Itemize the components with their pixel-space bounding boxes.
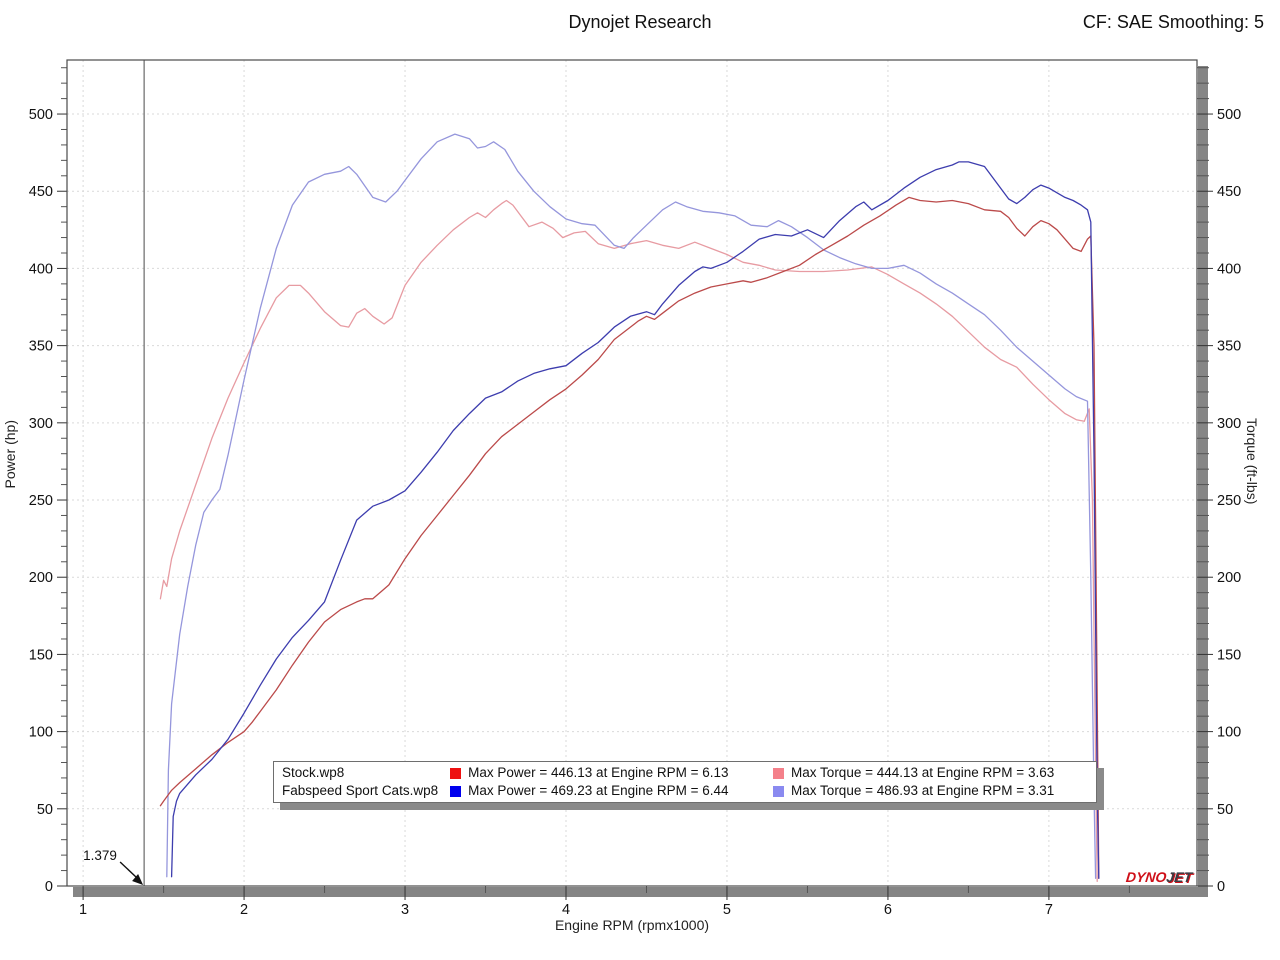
series-line-0 [159, 199, 1098, 883]
rpm-marker-label: 1.379 [83, 848, 117, 863]
x-tick-label: 7 [1045, 902, 1053, 918]
torque-swatch-fabspeed-icon [773, 785, 785, 797]
x-tick-label: 3 [401, 902, 409, 918]
y-tick-label-left: 200 [29, 570, 53, 586]
y-tick-label-right: 100 [1217, 725, 1241, 741]
legend-row-stock: Stock.wp8 Max Power = 446.13 at Engine R… [282, 764, 1096, 782]
y-tick-label-right: 150 [1217, 647, 1241, 663]
dynojet-logo-jet: JET [1165, 869, 1193, 885]
legend-file-name: Stock.wp8 [282, 765, 345, 780]
y-tick-label-left: 300 [29, 416, 53, 432]
y-tick-label-right: 200 [1217, 570, 1241, 586]
axis-shadow-bottom [73, 887, 1207, 897]
x-tick-label: 2 [240, 902, 248, 918]
legend-max-torque: Max Torque = 486.93 at Engine RPM = 3.31 [791, 783, 1055, 798]
y-tick-label-right: 500 [1217, 107, 1241, 123]
torque-swatch-stock-icon [773, 767, 785, 779]
power-swatch-stock-icon [450, 767, 462, 779]
correction-factor-label: CF: SAE Smoothing: 5 [1082, 12, 1264, 32]
x-tick-label: 6 [884, 902, 892, 918]
plot-frame [66, 59, 1198, 887]
y-tick-label-right: 450 [1217, 184, 1241, 200]
y-tick-label-right: 400 [1217, 261, 1241, 277]
y-tick-label-left: 50 [37, 802, 53, 818]
y-tick-label-right: 0 [1217, 879, 1225, 895]
rpm-marker-arrow-line [119, 861, 139, 880]
x-tick-label: 5 [723, 902, 731, 918]
y-tick-label-right: 300 [1217, 416, 1241, 432]
y-axis-title-torque: Torque (ft-lbs) [1244, 418, 1260, 505]
x-tick-label: 4 [562, 902, 570, 918]
y-tick-label-left: 250 [29, 493, 53, 509]
series-line-3 [170, 161, 1100, 879]
axis-shadow-right [1198, 66, 1208, 897]
page-title: Dynojet Research [568, 12, 712, 32]
y-tick-label-left: 350 [29, 339, 53, 355]
y-tick-label-left: 100 [29, 725, 53, 741]
rpm-marker-arrowhead [132, 874, 144, 885]
y-tick-label-right: 250 [1217, 493, 1241, 509]
y-tick-label-right: 50 [1217, 802, 1233, 818]
y-tick-label-left: 400 [29, 261, 53, 277]
legend-max-power: Max Power = 469.23 at Engine RPM = 6.44 [468, 783, 729, 798]
y-tick-label-left: 0 [45, 879, 53, 895]
series-line-2 [159, 196, 1100, 879]
dynojet-logo-dyno: DYNO [1125, 869, 1168, 885]
series-line-1 [166, 133, 1097, 879]
y-tick-label-left: 150 [29, 647, 53, 663]
y-tick-label-right: 350 [1217, 339, 1241, 355]
legend-file-name: Fabspeed Sport Cats.wp8 [282, 783, 439, 798]
y-axis-title-power: Power (hp) [2, 420, 18, 489]
y-tick-label-left: 500 [29, 107, 53, 123]
legend-max-power: Max Power = 446.13 at Engine RPM = 6.13 [468, 765, 729, 780]
legend-box: Stock.wp8 Max Power = 446.13 at Engine R… [273, 761, 1097, 803]
x-axis-title: Engine RPM (rpmx1000) [554, 917, 710, 933]
power-swatch-fabspeed-icon [450, 785, 462, 797]
dynojet-logo: DYNOJET [1125, 869, 1193, 885]
legend-max-torque: Max Torque = 444.13 at Engine RPM = 3.63 [791, 765, 1055, 780]
legend-row-fabspeed: Fabspeed Sport Cats.wp8 Max Power = 469.… [282, 782, 1096, 800]
y-tick-label-left: 450 [29, 184, 53, 200]
x-tick-label: 1 [79, 902, 87, 918]
